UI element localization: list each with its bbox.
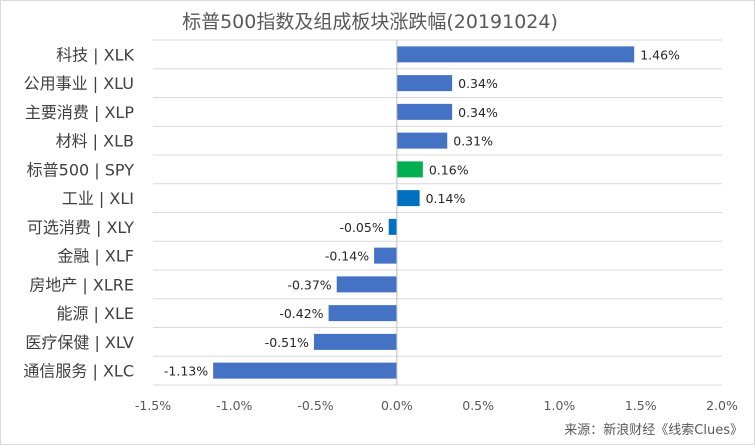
data-label: -0.05% bbox=[339, 220, 383, 235]
category-label: 公用事业 | XLU bbox=[24, 74, 134, 93]
x-tick-label: -1.5% bbox=[135, 398, 171, 413]
data-label: -0.42% bbox=[279, 306, 323, 321]
chart-title: 标普500指数及组成板块涨跌幅(20191024) bbox=[182, 11, 558, 33]
bar-3 bbox=[396, 132, 448, 149]
bar-10 bbox=[313, 333, 397, 350]
data-label: -0.14% bbox=[325, 249, 369, 264]
data-label: 1.46% bbox=[640, 47, 680, 62]
x-tick-label: 1.5% bbox=[625, 398, 657, 413]
x-axis-tick-labels: -1.5% -1.0% -0.5% 0.0% 0.5% 1.0% 1.5% 2.0% bbox=[135, 398, 738, 413]
data-label: 0.31% bbox=[453, 134, 493, 149]
data-label: 0.16% bbox=[429, 162, 469, 177]
data-label: 0.14% bbox=[426, 191, 466, 206]
data-label: -0.37% bbox=[287, 277, 331, 292]
data-label: 0.34% bbox=[458, 76, 498, 91]
bar-11 bbox=[213, 362, 397, 379]
category-label: 标普500 | SPY bbox=[27, 160, 135, 179]
category-label: 科技 | XLK bbox=[56, 45, 134, 64]
bar-1 bbox=[396, 75, 453, 92]
category-label: 通信服务 | XLC bbox=[23, 362, 134, 381]
bar-8 bbox=[336, 276, 397, 293]
x-tick-label: 1.0% bbox=[544, 398, 576, 413]
bar-5 bbox=[396, 190, 420, 207]
bar-9 bbox=[328, 305, 397, 322]
category-label: 主要消费 | XLP bbox=[25, 103, 134, 122]
grid-lines bbox=[153, 39, 722, 386]
source-note: 来源：新浪财经《线索Clues》 bbox=[564, 423, 743, 438]
category-label: 能源 | XLE bbox=[56, 304, 134, 323]
bar-6 bbox=[388, 218, 397, 235]
bar-4 bbox=[396, 161, 423, 178]
bar-0 bbox=[396, 46, 635, 63]
category-labels: 科技 | XLK 公用事业 | XLU 主要消费 | XLP 材料 | XLB 标普50… bbox=[23, 45, 134, 380]
bars-group bbox=[213, 46, 635, 379]
bar-2 bbox=[396, 103, 453, 120]
x-tick-label: 2.0% bbox=[706, 398, 738, 413]
x-tick-label: 0.5% bbox=[462, 398, 494, 413]
category-label: 金融 | XLF bbox=[57, 247, 134, 266]
x-tick-label: -0.5% bbox=[297, 398, 333, 413]
category-label: 工业 | XLI bbox=[62, 189, 134, 208]
category-label: 房地产 | XLRE bbox=[29, 275, 134, 294]
bar-7 bbox=[374, 247, 397, 264]
x-tick-label: 0.0% bbox=[381, 398, 413, 413]
data-labels: 1.46% 0.34% 0.34% 0.31% 0.16% 0.14% -0.05% -0.1… bbox=[164, 47, 680, 378]
category-label: 医疗保健 | XLV bbox=[25, 333, 134, 352]
data-label: -1.13% bbox=[164, 364, 208, 379]
x-tick-label: -1.0% bbox=[216, 398, 252, 413]
data-label: 0.34% bbox=[458, 105, 498, 120]
category-label: 材料 | XLB bbox=[56, 132, 134, 151]
category-label: 可选消费 | XLY bbox=[27, 218, 134, 237]
data-label: -0.51% bbox=[265, 335, 309, 350]
